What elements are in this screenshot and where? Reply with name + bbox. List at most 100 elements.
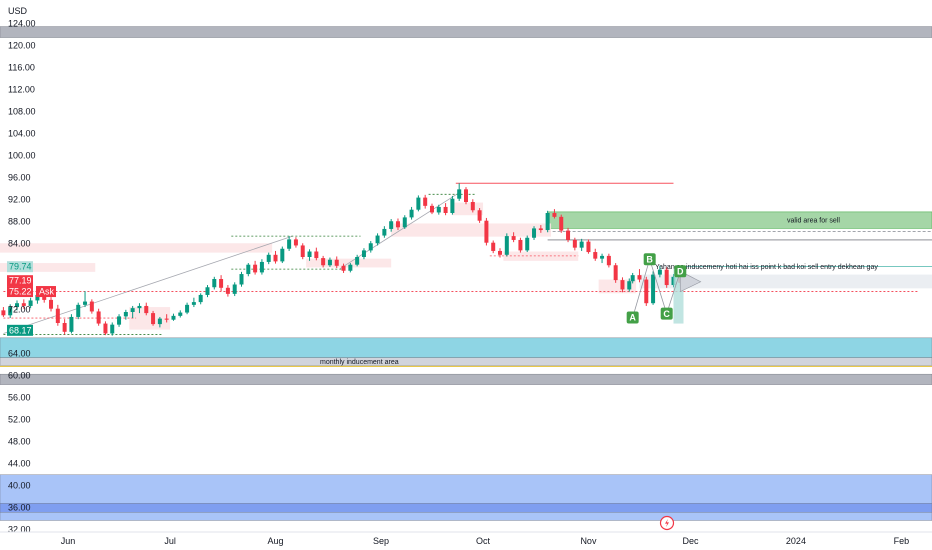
candle-up — [389, 219, 394, 232]
candle-body — [644, 279, 649, 304]
candle-up — [8, 304, 13, 319]
sell-zone — [547, 211, 932, 229]
candle-up — [525, 235, 530, 253]
candle-body — [375, 235, 380, 244]
trend-line — [3, 235, 293, 334]
candle-down — [1, 307, 6, 317]
candle-up — [157, 316, 162, 328]
price-label-value: 68.17 — [9, 325, 32, 335]
candle-body — [457, 189, 462, 199]
candle-up — [123, 309, 128, 320]
candle-down — [586, 239, 591, 254]
candle-down — [572, 237, 577, 251]
candle-up — [579, 238, 584, 251]
time-tick: Jul — [164, 536, 176, 546]
drawings-layer: Yahan se inducemeny hoti hai iss point k… — [3, 182, 932, 335]
candle-up — [28, 297, 33, 309]
candle-down — [664, 267, 669, 288]
price-axis[interactable]: USD 124.00 120.00 116.00 112.00 108.00 104.00… — [8, 6, 36, 534]
candle-up — [657, 265, 662, 278]
candle-down — [321, 255, 326, 268]
candle-up — [409, 206, 414, 220]
time-axis[interactable]: Jun Jul Aug Sep Oct Nov Dec 2024 Feb — [0, 531, 932, 546]
candle-body — [651, 274, 656, 304]
candle-down — [293, 237, 298, 248]
candle-up — [259, 259, 264, 275]
candle-up — [651, 271, 656, 305]
price-tick: 116.00 — [8, 62, 35, 72]
candle-down — [464, 187, 468, 205]
candle-body — [232, 284, 237, 294]
candle-body — [300, 245, 305, 257]
ask-label-text: Ask — [39, 287, 55, 297]
time-tick: Nov — [580, 536, 597, 546]
candle-down — [253, 260, 258, 275]
candle-body — [348, 264, 353, 271]
candle-down — [144, 302, 149, 316]
candle-body — [171, 315, 176, 320]
price-tick: 60.00 — [8, 370, 31, 380]
candle-body — [96, 311, 101, 324]
ask-label-box — [36, 286, 56, 298]
candle-up — [266, 252, 271, 265]
zones-layer: monthly inducement area valid area for se… — [0, 26, 932, 521]
price-tick: 40.00 — [8, 480, 31, 490]
candle-body — [62, 323, 67, 332]
zone-band — [0, 373, 932, 385]
supply-demand-box — [129, 307, 171, 330]
candle-body — [327, 259, 332, 266]
pattern-point-b: B — [643, 253, 656, 266]
candle-body — [593, 252, 598, 259]
candle-up — [627, 278, 632, 292]
candle-up — [545, 210, 550, 233]
candle-body — [246, 264, 251, 275]
candle-body — [450, 198, 455, 213]
lightning-icon[interactable] — [659, 515, 675, 531]
supply-demand-box — [0, 243, 273, 253]
candle-body — [191, 302, 196, 305]
price-tick: 120.00 — [8, 40, 36, 50]
candle-body — [185, 304, 190, 313]
candle-body — [314, 251, 319, 259]
candle-body — [103, 323, 108, 334]
pattern-badge — [660, 307, 673, 320]
candle-body — [117, 316, 122, 325]
candle-down — [470, 199, 475, 213]
candle-body — [423, 197, 428, 206]
candle-body — [273, 254, 278, 262]
candle-up — [246, 263, 251, 277]
candle-body — [382, 228, 387, 236]
candle-body — [164, 318, 169, 320]
candle-body — [470, 202, 475, 211]
candle-body — [280, 248, 285, 262]
candle-up — [212, 276, 217, 290]
pattern-badge-label: A — [629, 313, 636, 323]
pattern-badge-label: C — [663, 309, 670, 319]
candle-down — [96, 308, 101, 326]
candle-down — [620, 277, 625, 293]
price-tick: 64.00 — [8, 348, 31, 358]
candle-body — [627, 281, 632, 290]
candle-up — [457, 183, 462, 201]
candle-body — [123, 312, 128, 317]
candle-body — [76, 304, 81, 317]
candle-body — [545, 213, 550, 231]
candle-up — [239, 271, 244, 287]
candle-down — [62, 319, 67, 335]
lightning-icon-bolt — [665, 519, 669, 527]
candle-body — [83, 301, 88, 305]
candle-body — [89, 301, 94, 312]
time-tick: 2024 — [786, 536, 806, 546]
candle-up — [69, 314, 74, 334]
supply-demand-box — [503, 251, 579, 261]
zone-band — [0, 503, 932, 513]
candle-body — [361, 250, 366, 257]
projection-box — [673, 268, 684, 324]
candle-down — [300, 243, 305, 260]
price-tick: 56.00 — [8, 392, 31, 402]
candle-body — [518, 239, 523, 251]
zone-band — [0, 474, 932, 507]
candle-up — [232, 282, 237, 297]
